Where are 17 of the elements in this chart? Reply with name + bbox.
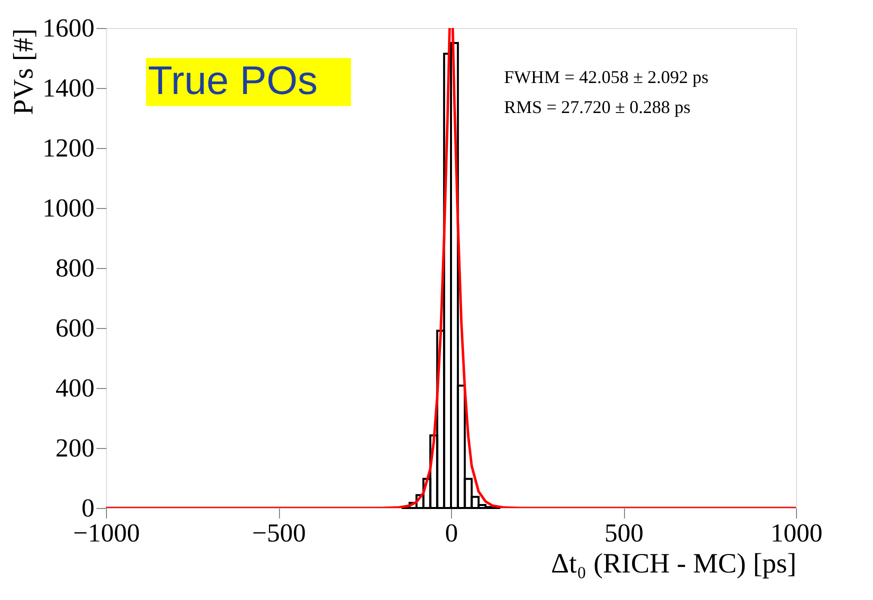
y-tick-label: 1200 (42, 134, 94, 162)
y-tick-label: 400 (56, 374, 94, 402)
annotation: FWHM = 42.058 ± 2.092 ps (504, 67, 709, 87)
x-axis-title: Δt₀ (RICH - MC) [ps] (550, 548, 796, 580)
y-tick-label: 1400 (42, 74, 94, 102)
y-tick-label: 200 (56, 434, 94, 462)
x-tick-label: 1000 (770, 518, 822, 548)
y-tick-label: 1000 (42, 194, 94, 222)
x-tick-label: −500 (252, 518, 306, 548)
y-tick-label: 600 (56, 314, 94, 342)
y-tick-label: 1600 (42, 14, 94, 42)
y-axis-title: PVs [#] (8, 28, 40, 115)
x-tick-label: 500 (604, 518, 644, 548)
annotation: True POs (148, 59, 318, 103)
annotation: RMS = 27.720 ± 0.288 ps (504, 97, 691, 117)
y-tick-label: 800 (56, 254, 94, 282)
x-tick-label: 0 (445, 518, 458, 548)
